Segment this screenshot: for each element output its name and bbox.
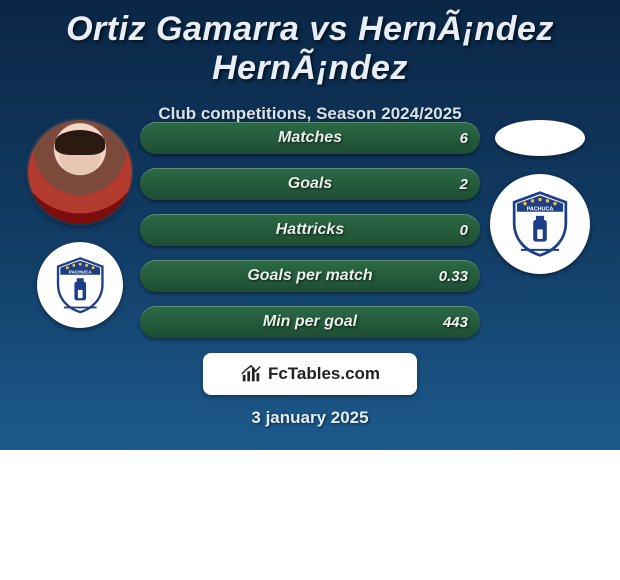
player-photo-left xyxy=(28,120,132,224)
brand-label: FcTables.com xyxy=(268,364,380,384)
pachuca-crest-icon: PACHUCA xyxy=(51,256,109,314)
stat-row-goals: Goals 2 xyxy=(140,168,480,200)
stat-row-matches: Matches 6 xyxy=(140,122,480,154)
stat-label: Min per goal xyxy=(263,313,357,331)
stat-label: Goals per match xyxy=(247,267,372,285)
player-photo-right-placeholder xyxy=(495,120,585,156)
stat-right-value: 2 xyxy=(460,168,468,200)
stat-row-min-per-goal: Min per goal 443 xyxy=(140,306,480,338)
stat-right-value: 0 xyxy=(460,214,468,246)
stat-bars: Matches 6 Goals 2 Hattricks 0 Goals per … xyxy=(140,100,480,338)
stat-label: Goals xyxy=(288,175,332,193)
right-player-column: PACHUCA xyxy=(480,100,600,274)
stat-row-hattricks: Hattricks 0 xyxy=(140,214,480,246)
stat-row-goals-per-match: Goals per match 0.33 xyxy=(140,260,480,292)
comparison-body: PACHUCA Matches 6 Goals 2 Hattricks 0 xyxy=(0,100,620,338)
left-player-column: PACHUCA xyxy=(20,100,140,328)
stat-right-value: 0.33 xyxy=(439,260,468,292)
svg-text:PACHUCA: PACHUCA xyxy=(527,206,554,212)
brand-link[interactable]: FcTables.com xyxy=(203,353,417,395)
bar-chart-icon xyxy=(240,363,262,385)
stat-label: Hattricks xyxy=(276,221,344,239)
stat-right-value: 443 xyxy=(443,306,468,338)
page-title: Ortiz Gamarra vs HernÃ¡ndez HernÃ¡ndez xyxy=(0,0,620,88)
stat-label: Matches xyxy=(278,129,342,147)
club-crest-right: PACHUCA xyxy=(490,174,590,274)
svg-text:PACHUCA: PACHUCA xyxy=(69,269,93,274)
stat-right-value: 6 xyxy=(460,122,468,154)
pachuca-crest-icon: PACHUCA xyxy=(506,190,574,258)
date-label: 3 january 2025 xyxy=(0,408,620,428)
club-crest-left: PACHUCA xyxy=(37,242,123,328)
comparison-card: Ortiz Gamarra vs HernÃ¡ndez HernÃ¡ndez C… xyxy=(0,0,620,450)
